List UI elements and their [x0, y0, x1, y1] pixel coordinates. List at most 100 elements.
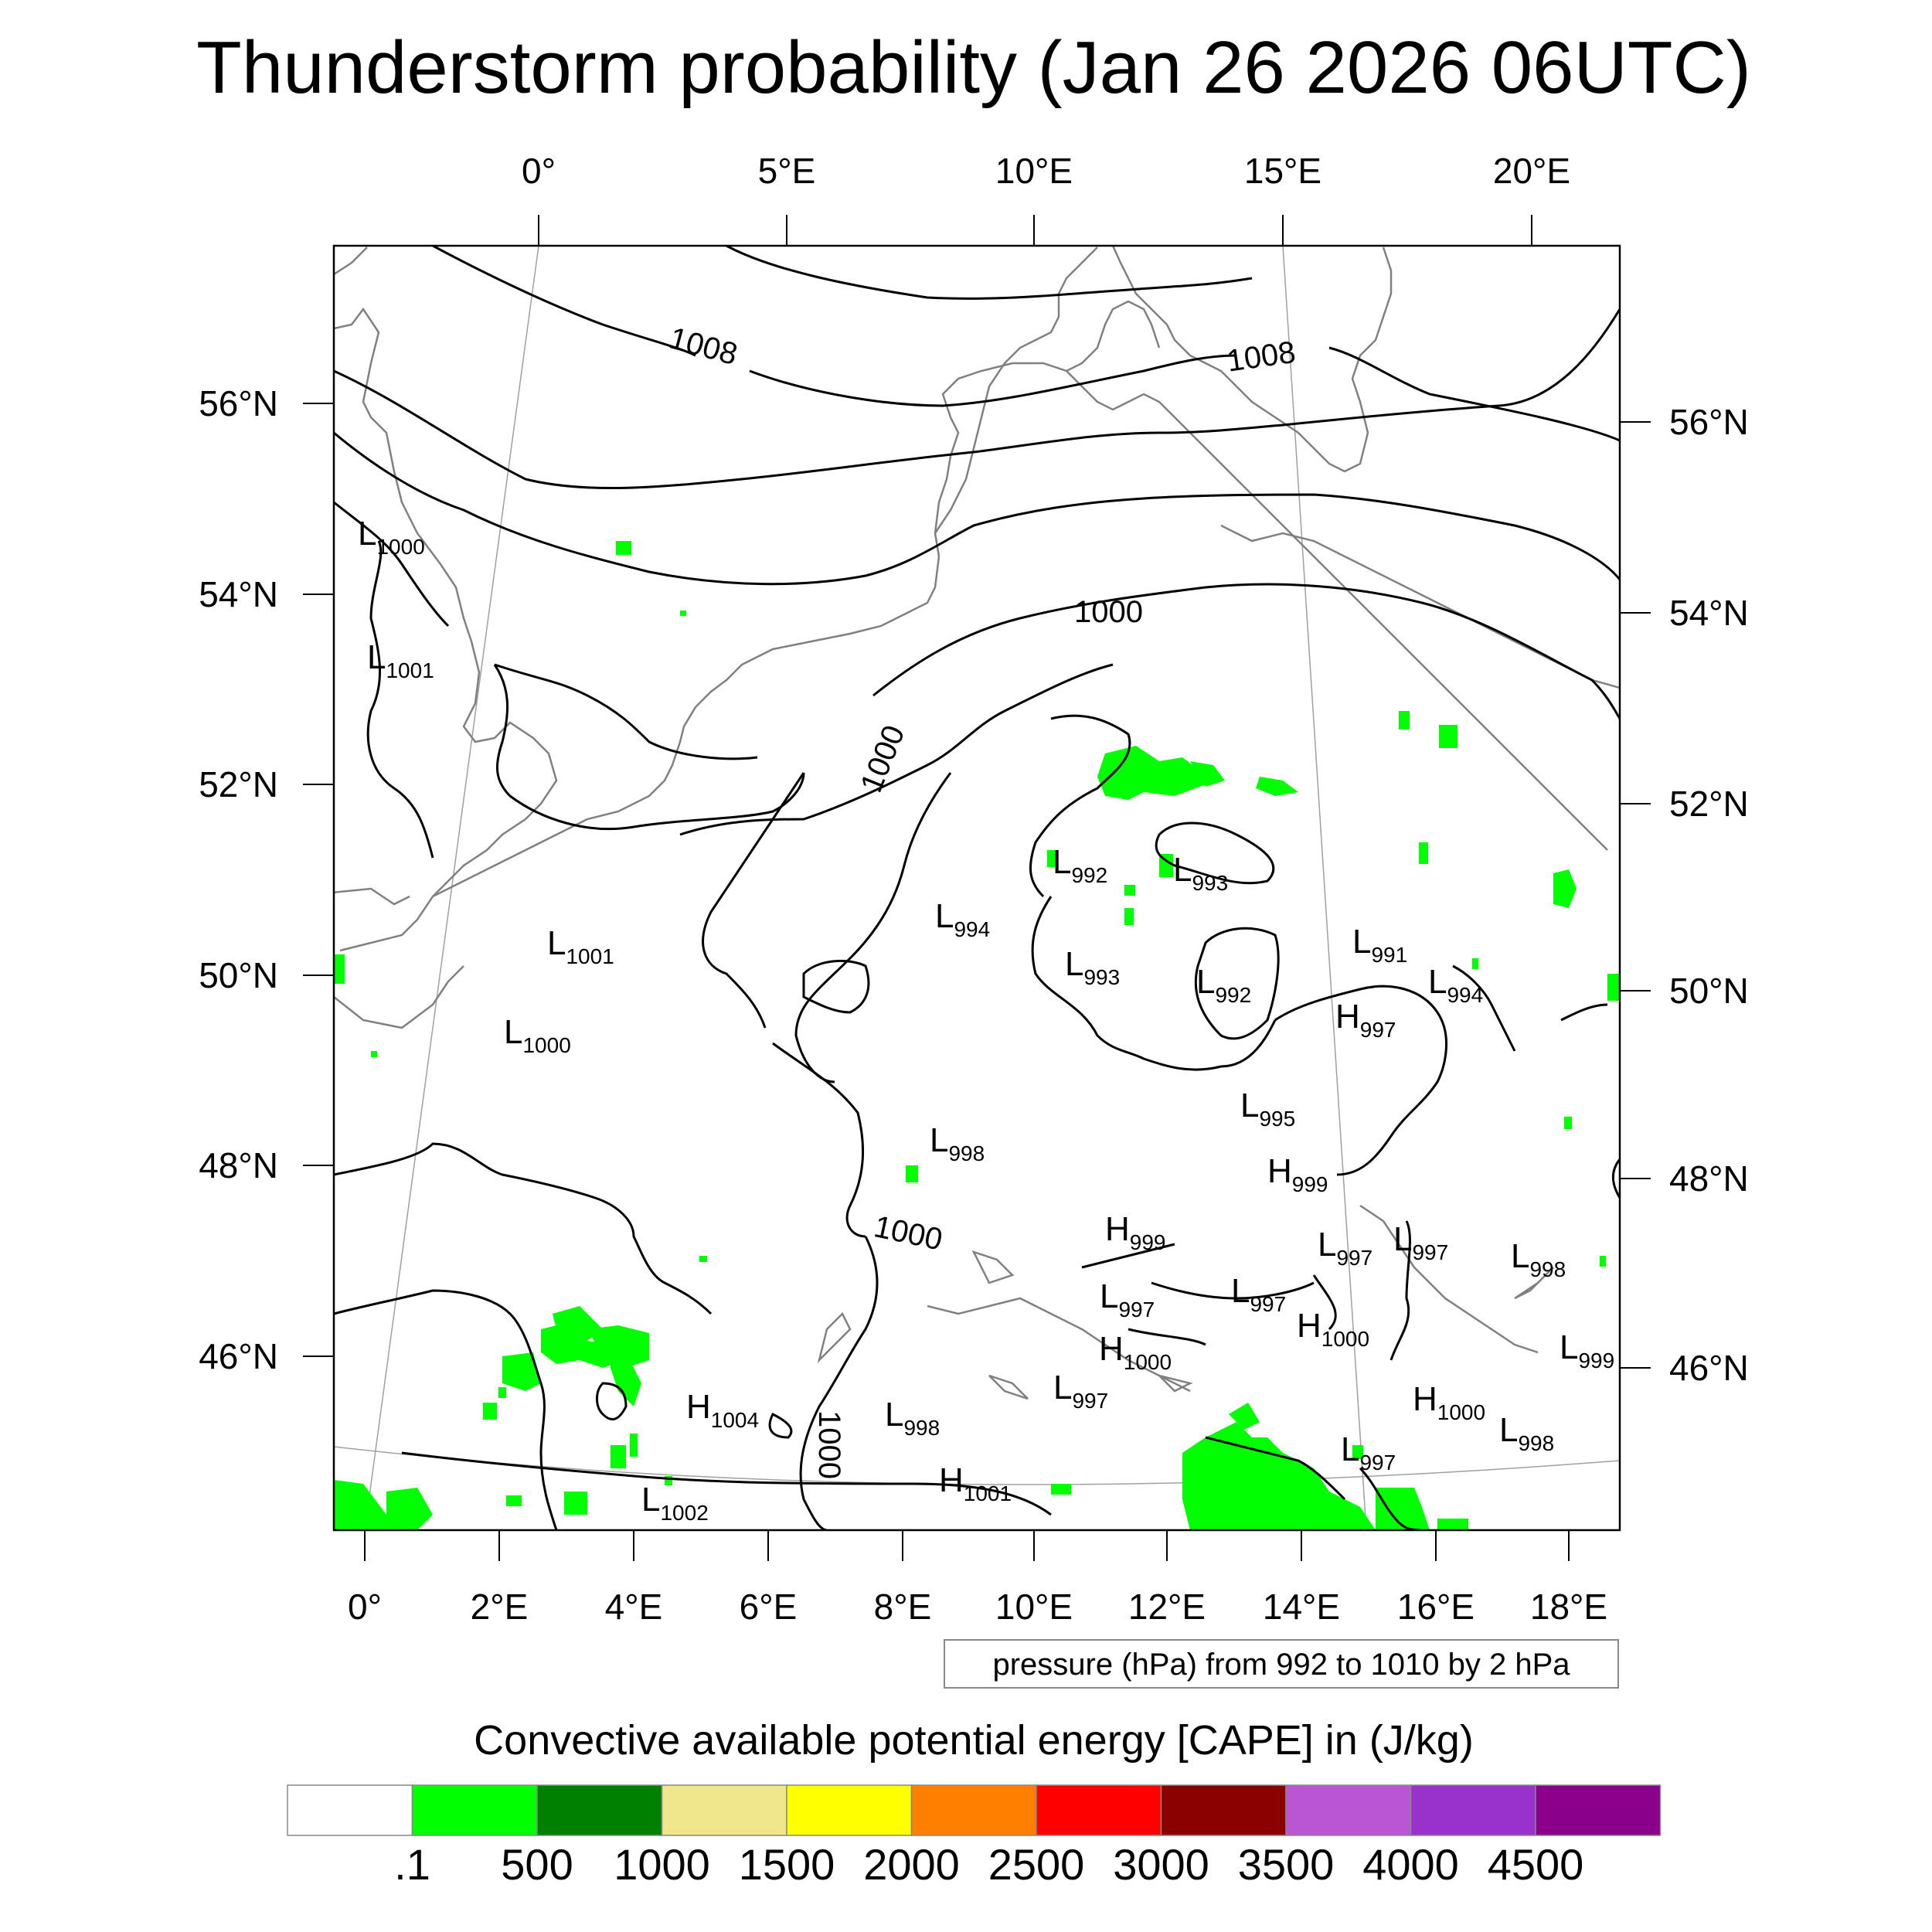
colorbar-box: [786, 1784, 913, 1836]
pressure-system: L1001: [547, 924, 614, 968]
map-frame: [332, 244, 1621, 1532]
bottom-lon-label: 2°E: [471, 1587, 529, 1627]
left-latitude-labels: 56°N 54°N 52°N 50°N 48°N 46°N: [199, 383, 278, 1376]
colorbar-box: [287, 1784, 413, 1836]
pressure-system: L1001: [367, 638, 434, 682]
pressure-system: H1004: [686, 1388, 759, 1432]
coastlines: [334, 246, 1620, 1400]
isobar-label: 1000: [854, 721, 911, 798]
right-lat-label: 54°N: [1669, 593, 1749, 633]
left-tick-marks: [303, 403, 334, 1357]
colorbar-boxes: [287, 1784, 1662, 1836]
colorbar-box: [661, 1784, 787, 1836]
pressure-system: L997: [1318, 1226, 1372, 1270]
pressure-system: H999: [1105, 1210, 1166, 1254]
isobar-label: 1008: [665, 321, 740, 372]
pressure-system-labels: L1000 L1001 L1001 L1000 L992 L993 L994 L…: [358, 515, 1614, 1525]
bottom-longitude-labels: 0° 2°E 4°E 6°E 8°E 10°E 12°E 14°E 16°E 1…: [348, 1587, 1607, 1627]
pressure-system: L999: [1560, 1328, 1614, 1372]
colorbar-label: 3500: [1238, 1840, 1335, 1889]
pressure-system: L994: [1428, 963, 1483, 1007]
pressure-system: L995: [1240, 1087, 1295, 1131]
pressure-system: L998: [930, 1121, 985, 1165]
pressure-system: L992: [1196, 963, 1251, 1007]
pressure-system: H997: [1335, 998, 1396, 1042]
map-area: 0° 5°E 10°E 15°E 20°E 0° 2°E 4°E 6°E 8°E…: [199, 151, 1749, 1627]
bottom-lon-label: 6°E: [740, 1587, 798, 1627]
right-lat-label: 52°N: [1669, 784, 1749, 824]
isobar-label: 1000: [871, 1209, 945, 1257]
left-lat-label: 48°N: [199, 1145, 278, 1185]
colorbar-label: 2000: [863, 1840, 960, 1889]
pressure-system: H1000: [1099, 1330, 1172, 1374]
top-lon-label: 20°E: [1493, 151, 1570, 191]
map-title: Thunderstorm probability (Jan 26 2026 06…: [196, 26, 1751, 109]
isobars: [334, 246, 1620, 1530]
pressure-system: L997: [1341, 1430, 1396, 1475]
contour-legend-text: pressure (hPa) from 992 to 1010 by 2 hPa: [992, 1648, 1570, 1682]
colorbar-label: 4000: [1362, 1840, 1459, 1889]
pressure-system: L994: [935, 897, 990, 941]
colorbar-label: 1500: [739, 1840, 835, 1889]
right-lat-label: 46°N: [1669, 1348, 1749, 1388]
pressure-system: L998: [1499, 1411, 1554, 1455]
left-lat-label: 52°N: [199, 764, 278, 804]
pressure-system: H999: [1267, 1152, 1328, 1196]
colorbar-box: [1285, 1784, 1412, 1836]
bottom-lon-label: 0°: [348, 1587, 382, 1627]
colorbar-label: 500: [501, 1840, 573, 1889]
colorbar-title: Convective available potential energy [C…: [474, 1717, 1474, 1764]
right-tick-marks: [1620, 421, 1651, 1369]
pressure-system: L997: [1053, 1369, 1108, 1413]
bottom-lon-label: 16°E: [1397, 1587, 1475, 1627]
bottom-tick-marks: [364, 1530, 1570, 1561]
bottom-lon-label: 10°E: [995, 1587, 1073, 1627]
left-lat-label: 54°N: [199, 574, 278, 614]
top-lon-label: 15°E: [1244, 151, 1321, 191]
colorbar-box: [1160, 1784, 1287, 1836]
colorbar-box: [411, 1784, 538, 1836]
right-latitude-labels: 56°N 54°N 52°N 50°N 48°N 46°N: [1669, 402, 1749, 1388]
isobar-label: 1008: [1225, 335, 1298, 379]
colorbar-box: [1410, 1784, 1536, 1836]
colorbar-label: 4500: [1488, 1840, 1584, 1889]
pressure-system: L997: [1393, 1220, 1448, 1264]
pressure-system: L1002: [641, 1481, 709, 1525]
bottom-lon-label: 12°E: [1128, 1587, 1206, 1627]
bottom-lon-label: 18°E: [1530, 1587, 1607, 1627]
pressure-system: H1000: [1297, 1307, 1369, 1351]
colorbar-box: [1535, 1784, 1662, 1836]
pressure-system: L998: [885, 1396, 940, 1440]
pressure-system: L993: [1065, 945, 1120, 989]
colorbar-box: [910, 1784, 1037, 1836]
bottom-lon-label: 14°E: [1263, 1587, 1340, 1627]
colorbar-box: [1036, 1784, 1162, 1836]
top-lon-label: 5°E: [758, 151, 816, 191]
pressure-system: H1000: [1413, 1380, 1485, 1424]
colorbar-box: [536, 1784, 663, 1836]
bottom-lon-label: 8°E: [874, 1587, 932, 1627]
pressure-system: L991: [1352, 923, 1407, 967]
isobar-label: 1000: [1074, 595, 1143, 629]
contour-legend: pressure (hPa) from 992 to 1010 by 2 hPa: [944, 1639, 1619, 1689]
colorbar-label: .1: [394, 1840, 430, 1889]
pressure-system: L1000: [358, 515, 425, 559]
pressure-system: H1001: [939, 1461, 1012, 1505]
isobar-label: 1000: [812, 1410, 846, 1479]
pressure-system: L997: [1100, 1277, 1155, 1321]
bottom-lon-label: 4°E: [605, 1587, 663, 1627]
pressure-system: L992: [1053, 843, 1107, 887]
right-lat-label: 48°N: [1669, 1158, 1749, 1199]
right-lat-label: 50°N: [1669, 971, 1749, 1011]
top-lon-label: 10°E: [995, 151, 1073, 191]
pressure-system: L993: [1173, 851, 1228, 895]
pressure-system: L998: [1511, 1237, 1566, 1281]
left-lat-label: 46°N: [199, 1336, 278, 1376]
top-tick-marks: [538, 215, 1532, 246]
top-longitude-labels: 0° 5°E 10°E 15°E 20°E: [522, 151, 1570, 191]
top-lon-label: 0°: [522, 151, 556, 191]
colorbar-label: 3000: [1113, 1840, 1209, 1889]
right-lat-label: 56°N: [1669, 402, 1749, 442]
cape-colorbar: Convective available potential energy [C…: [287, 1717, 1662, 1889]
